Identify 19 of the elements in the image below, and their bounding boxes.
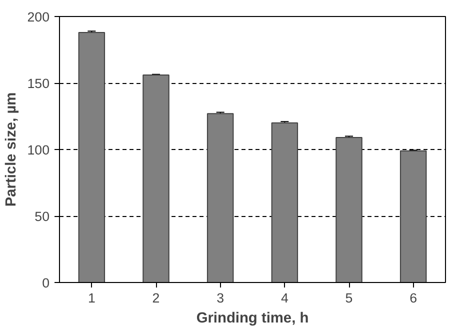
bar [336,137,362,282]
x-tick-label: 5 [345,290,353,306]
x-tick-label: 1 [88,290,96,306]
x-tick-label: 2 [152,290,160,306]
x-tick-label: 6 [410,290,418,306]
bar [271,122,298,282]
x-tick-label: 3 [216,290,224,306]
x-axis-title: Grinding time, h [196,310,309,326]
x-tick-label: 4 [280,290,289,306]
bar [78,32,106,282]
bar [400,150,427,282]
y-tick-label: 0 [42,276,50,290]
bar [206,113,234,282]
y-tick-label: 100 [27,142,50,158]
y-tick-label: 150 [27,76,50,91]
bar [142,74,170,282]
y-axis-title: Particle size, µm [3,92,20,207]
y-tick-label: 50 [34,209,50,224]
y-tick-label: 200 [27,10,50,24]
